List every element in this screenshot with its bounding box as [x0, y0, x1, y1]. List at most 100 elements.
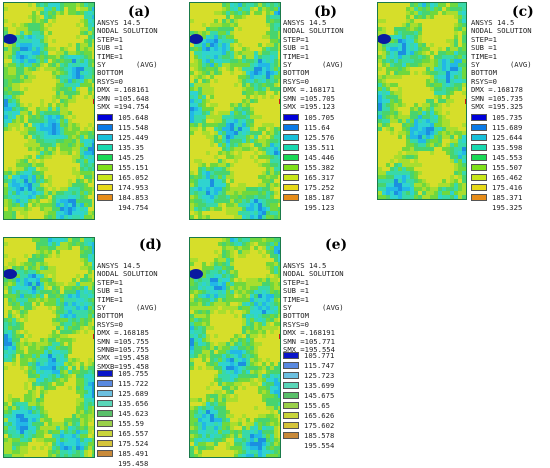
field-cell: [8, 79, 13, 84]
field-cell: [410, 43, 415, 48]
field-cell: [40, 63, 45, 68]
field-cell: [68, 422, 73, 427]
field-cell: [438, 83, 443, 88]
field-cell: [44, 390, 49, 395]
field-cell: [4, 290, 9, 295]
field-cell: [92, 302, 95, 307]
field-cell: [64, 374, 69, 379]
field-cell: [24, 250, 29, 255]
field-cell: [72, 19, 77, 24]
field-cell: [454, 151, 459, 156]
field-cell: [210, 75, 215, 80]
field-cell: [262, 11, 267, 16]
field-cell: [378, 47, 383, 52]
field-cell: [266, 111, 271, 116]
field-cell: [52, 83, 57, 88]
field-cell: [68, 386, 73, 391]
field-cell: [64, 135, 69, 140]
field-cell: [386, 83, 391, 88]
field-cell: [52, 159, 57, 164]
field-cell: [446, 199, 451, 200]
field-cell: [446, 91, 451, 96]
field-cell: [24, 7, 29, 12]
field-cell: [4, 326, 9, 331]
field-cell: [24, 238, 29, 243]
field-cell: [92, 310, 95, 315]
field-cell: [406, 175, 411, 180]
field-cell: [238, 167, 243, 172]
field-cell: [36, 191, 41, 196]
field-cell: [426, 143, 431, 148]
field-cell: [278, 79, 281, 84]
field-cell: [8, 27, 13, 32]
field-cell: [270, 163, 275, 168]
field-cell: [36, 167, 41, 172]
field-cell: [48, 27, 53, 32]
field-cell: [32, 290, 37, 295]
field-cell: [52, 298, 57, 303]
field-cell: [44, 143, 49, 148]
field-cell: [76, 290, 81, 295]
field-cell: [36, 374, 41, 379]
field-cell: [246, 103, 251, 108]
field-cell: [56, 43, 61, 48]
field-cell: [32, 242, 37, 247]
field-cell: [84, 95, 89, 100]
field-cell: [40, 370, 45, 375]
field-cell: [242, 35, 247, 40]
field-cell: [20, 258, 25, 263]
field-cell: [24, 434, 29, 439]
field-cell: [64, 171, 69, 176]
field-cell: [266, 15, 271, 20]
info-line: SMX =194.754: [97, 103, 158, 111]
field-cell: [40, 354, 45, 359]
field-cell: [226, 179, 231, 184]
field-cell: [218, 119, 223, 124]
field-cell: [84, 286, 89, 291]
field-cell: [398, 123, 403, 128]
field-cell: [68, 43, 73, 48]
field-cell: [32, 270, 37, 275]
field-cell: [450, 163, 455, 168]
field-cell: [52, 430, 57, 435]
field-cell: [194, 111, 199, 116]
field-cell: [36, 215, 41, 220]
field-cell: [24, 310, 29, 315]
field-cell: [28, 211, 33, 216]
legend-swatch: [97, 154, 113, 161]
field-cell: [238, 23, 243, 28]
field-cell: [76, 151, 81, 156]
field-cell: [442, 139, 447, 144]
field-cell: [218, 219, 223, 220]
field-cell: [20, 370, 25, 375]
field-cell: [406, 107, 411, 112]
field-cell: [458, 51, 463, 56]
field-cell: [44, 358, 49, 363]
field-cell: [88, 242, 93, 247]
field-cell: [28, 374, 33, 379]
field-cell: [88, 430, 93, 435]
field-cell: [234, 207, 239, 212]
field-cell: [442, 159, 447, 164]
field-cell: [12, 115, 17, 120]
field-cell: [52, 3, 57, 8]
field-cell: [422, 75, 427, 80]
field-cell: [72, 390, 77, 395]
field-cell: [60, 119, 65, 124]
field-cell: [382, 123, 387, 128]
field-cell: [48, 199, 53, 204]
field-cell: [434, 3, 439, 8]
field-cell: [418, 147, 423, 152]
field-cell: [234, 35, 239, 40]
field-cell: [446, 35, 451, 40]
field-cell: [238, 111, 243, 116]
field-cell: [32, 354, 37, 359]
field-cell: [398, 191, 403, 196]
field-cell: [40, 91, 45, 96]
field-cell: [238, 171, 243, 176]
field-cell: [378, 15, 383, 20]
field-cell: [238, 147, 243, 152]
field-cell: [214, 163, 219, 168]
field-cell: [4, 294, 9, 299]
field-cell: [44, 191, 49, 196]
